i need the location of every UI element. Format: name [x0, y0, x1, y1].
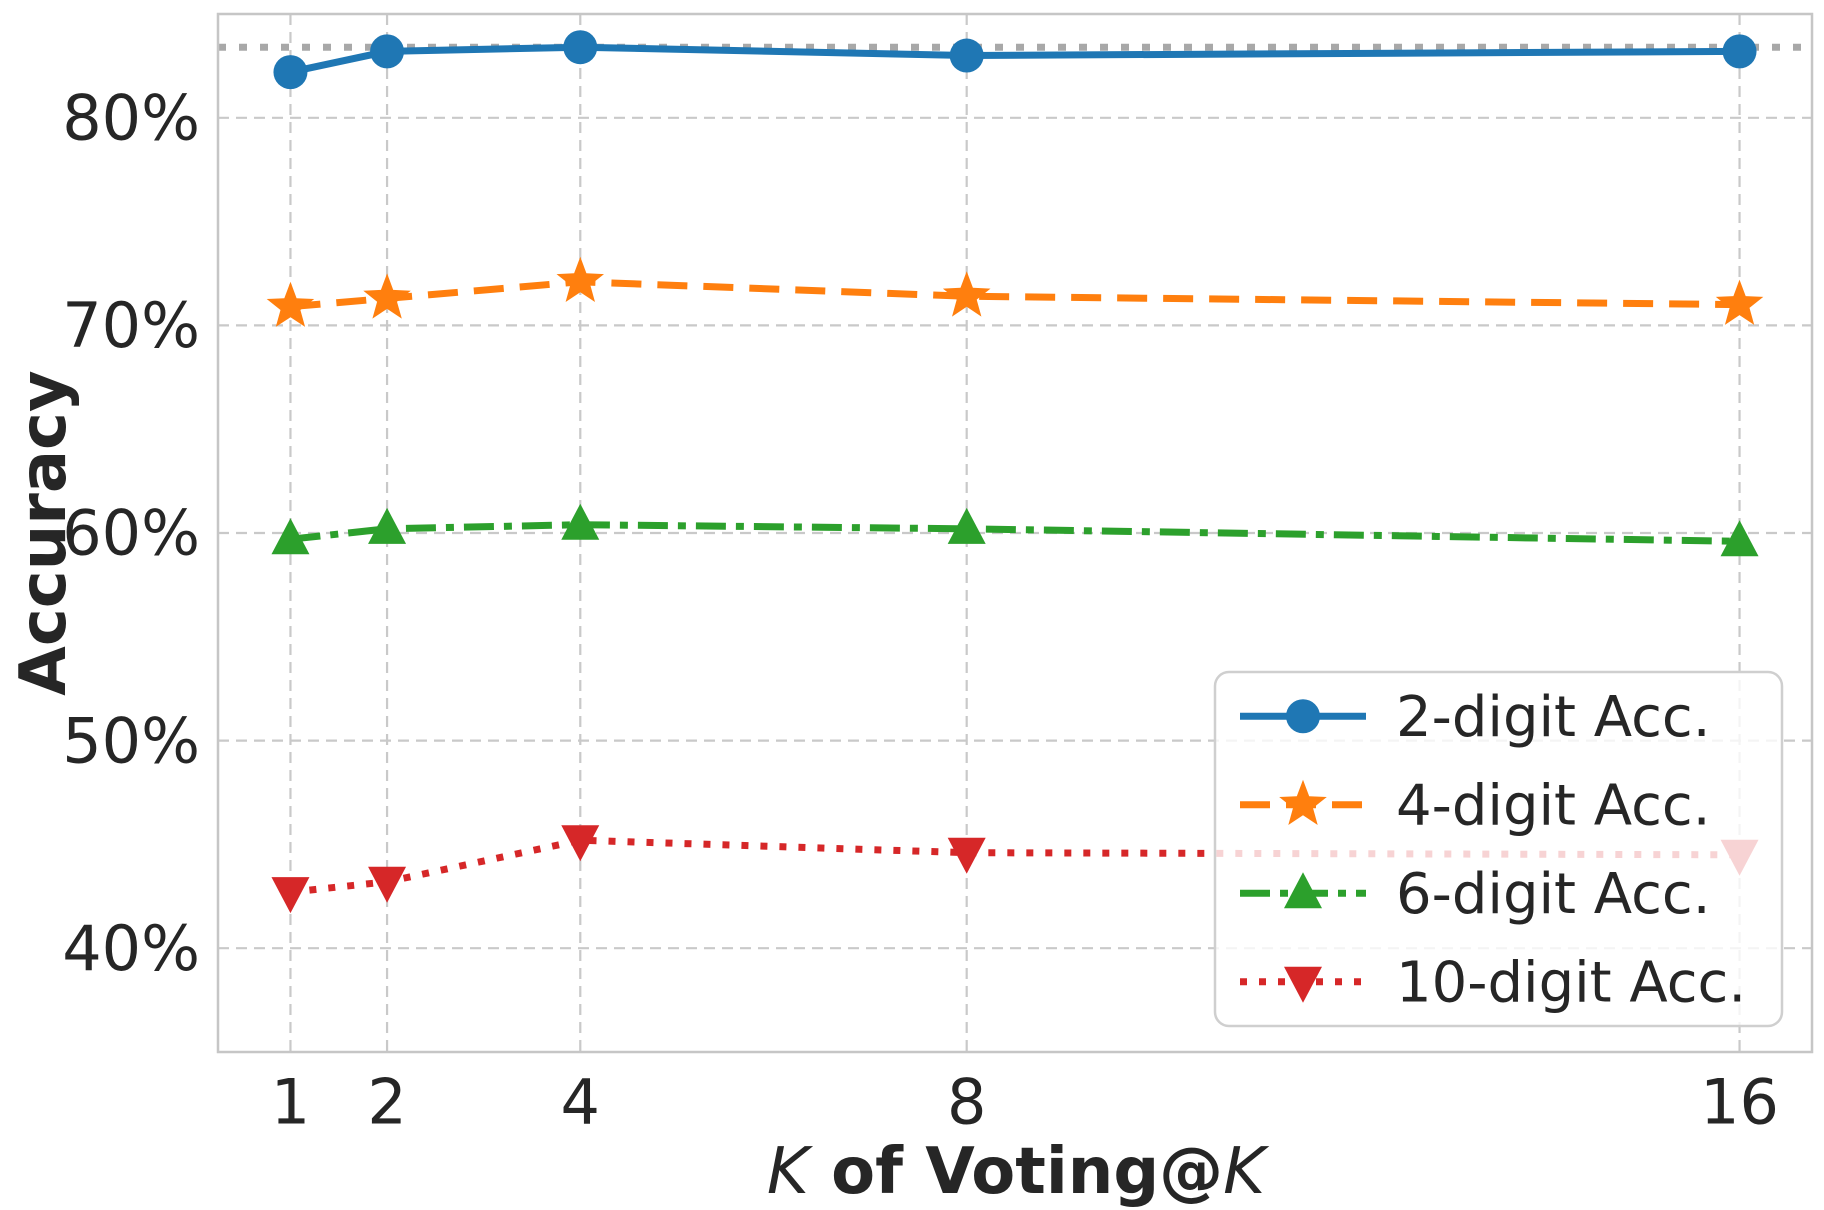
legend-label: 10-digit Acc.: [1396, 950, 1746, 1015]
y-tick-label: 50%: [62, 704, 200, 777]
marker-star: [1715, 279, 1764, 325]
marker-circle: [370, 34, 405, 69]
series-4-digit-acc: [266, 256, 1764, 327]
marker-triangle-up: [368, 507, 407, 544]
marker-star: [266, 281, 315, 327]
marker-star: [363, 273, 411, 319]
legend: 2-digit Acc. 4-digit Acc. 6-digit Acc. 10-d…: [1213, 670, 1784, 1028]
x-axis-title-mid: of Voting@: [808, 1135, 1224, 1209]
marker-circle: [949, 38, 984, 73]
marker-triangle-down: [561, 825, 600, 862]
y-tick-label: 60%: [62, 497, 200, 570]
legend-label: 6-digit Acc.: [1396, 862, 1711, 927]
marker-triangle-down: [368, 866, 407, 903]
marker-star: [1279, 779, 1327, 825]
x-axis-title-k2: K: [1223, 1135, 1266, 1209]
marker-circle: [1722, 34, 1757, 69]
marker-triangle-up: [947, 507, 986, 544]
y-tick-label: 40%: [62, 912, 200, 985]
tick-labels: 40% 50% 60% 70% 80% 1 2 4 8 16: [62, 82, 1779, 1139]
legend-label: 2-digit Acc.: [1396, 685, 1711, 750]
marker-triangle-down: [1284, 966, 1322, 1003]
y-axis-title-text: Accuracy: [7, 370, 81, 696]
x-axis-title: K of Voting@K: [767, 1135, 1265, 1209]
legend-entry-6-digit-acc: 6-digit Acc.: [1240, 862, 1711, 927]
marker-triangle-up: [1284, 872, 1322, 909]
x-tick-label: 2: [367, 1066, 406, 1139]
series-6-digit-acc: [271, 503, 1759, 557]
marker-triangle-up: [1720, 520, 1759, 557]
legend-entry-2-digit-acc: 2-digit Acc.: [1240, 685, 1711, 750]
x-tick-label: 4: [561, 1066, 600, 1139]
marker-triangle-down: [271, 877, 310, 914]
series-2-digit-acc: [273, 30, 1757, 90]
legend-entry-4-digit-acc: 4-digit Acc.: [1240, 773, 1711, 838]
x-tick-label: 1: [271, 1066, 310, 1139]
marker-triangle-down: [947, 837, 986, 874]
x-tick-label: 8: [947, 1066, 986, 1139]
marker-star: [556, 256, 604, 302]
marker-circle: [1286, 699, 1320, 734]
axes-spines: [216, 12, 1814, 1054]
marker-star: [942, 271, 991, 317]
y-axis-title: Accuracy: [7, 370, 81, 695]
y-tick-label: 80%: [62, 82, 200, 155]
y-tick-label: 70%: [62, 289, 200, 362]
marker-circle: [563, 30, 598, 65]
marker-triangle-up: [271, 518, 310, 555]
legend-box: [1213, 670, 1784, 1028]
marker-triangle-up: [561, 503, 600, 540]
legend-entry-10-digit-acc: 10-digit Acc.: [1240, 950, 1746, 1015]
legend-label: 4-digit Acc.: [1396, 773, 1711, 838]
marker-circle: [273, 55, 308, 90]
x-tick-label: 16: [1700, 1066, 1779, 1139]
x-axis-title-k1: K: [766, 1135, 809, 1209]
